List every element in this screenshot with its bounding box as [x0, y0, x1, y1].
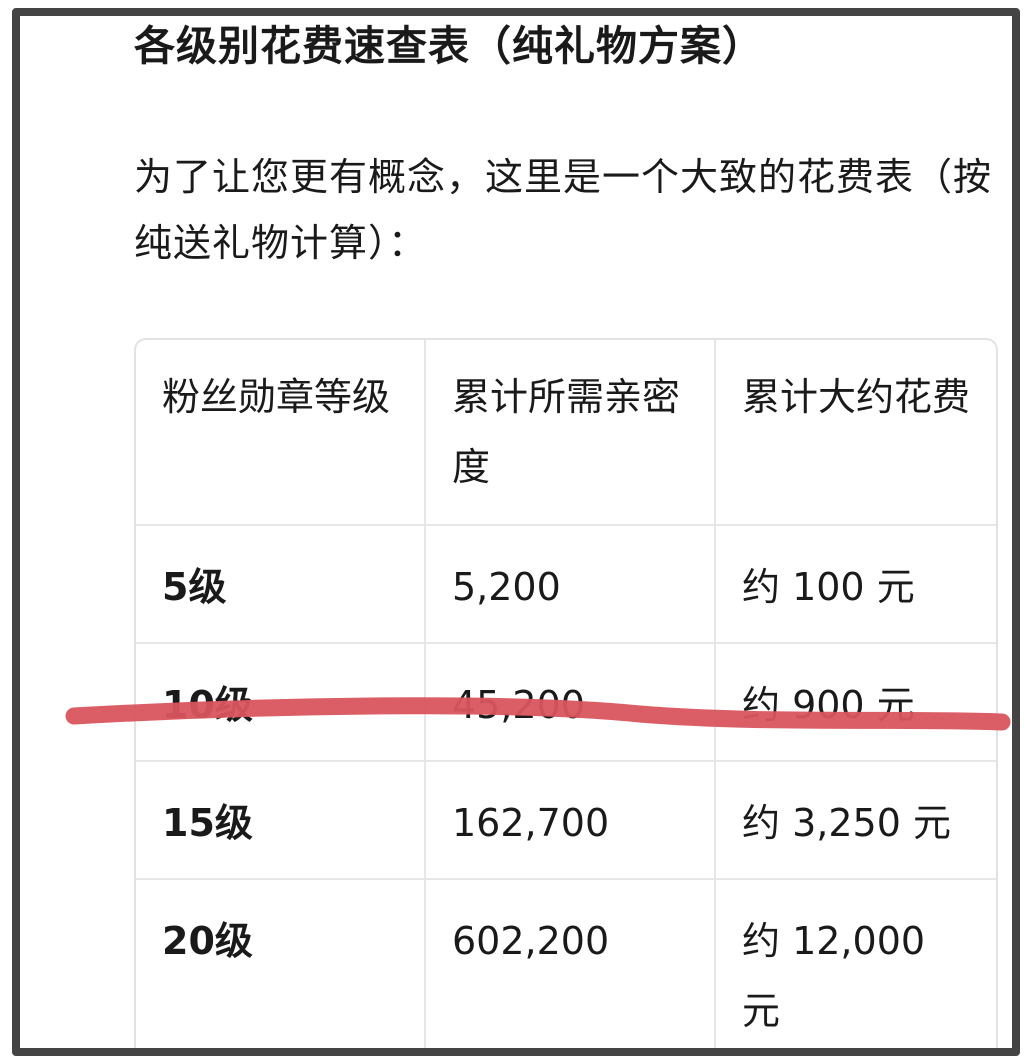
cell-cost: 约 3,250 元 — [716, 762, 996, 880]
table-row: 20级 602,200 约 12,000 元 — [136, 880, 996, 1048]
header-level: 粉丝勋章等级 — [136, 340, 426, 526]
table-row: 15级 162,700 约 3,250 元 — [136, 762, 996, 880]
page-title: 各级别花费速查表（纯礼物方案） — [134, 22, 764, 70]
table-row: 5级 5,200 约 100 元 — [136, 526, 996, 644]
cell-cost: 约 12,000 元 — [716, 880, 996, 1048]
header-cost: 累计大约花费 — [716, 340, 996, 526]
cell-cost: 约 100 元 — [716, 526, 996, 644]
intro-text: 为了让您更有概念，这里是一个大致的花费表（按纯送礼物计算）： — [134, 155, 993, 265]
cell-level: 20级 — [136, 880, 426, 1048]
cell-intimacy: 602,200 — [426, 880, 716, 1048]
cell-level: 15级 — [136, 762, 426, 880]
cell-intimacy: 162,700 — [426, 762, 716, 880]
header-intimacy: 累计所需亲密度 — [426, 340, 716, 526]
cell-level: 5级 — [136, 526, 426, 644]
screenshot-frame: 各级别花费速查表（纯礼物方案） 为了让您更有概念，这里是一个大致的花费表（按纯送… — [12, 8, 1020, 1056]
table-header-row: 粉丝勋章等级 累计所需亲密度 累计大约花费 — [136, 340, 996, 526]
cell-intimacy: 5,200 — [426, 526, 716, 644]
